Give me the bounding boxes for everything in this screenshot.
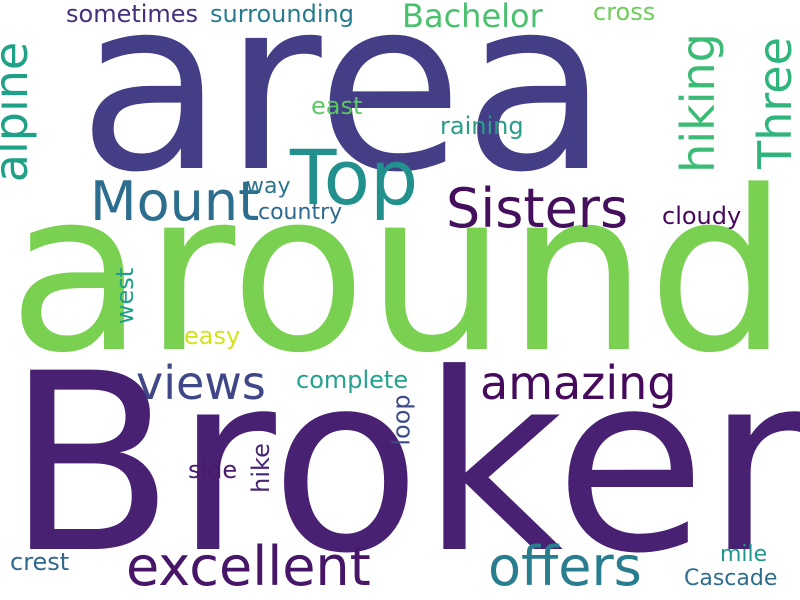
word-west: west xyxy=(111,267,140,325)
word-side: side xyxy=(188,456,238,484)
word-sometimes: sometimes xyxy=(66,0,199,28)
word-offers: offers xyxy=(488,535,642,598)
word-alpine: alpine xyxy=(0,41,39,183)
word-mount: Mount xyxy=(90,170,260,233)
word-excellent: excellent xyxy=(126,535,371,598)
word-broken: Broken xyxy=(6,322,800,600)
word-crest: crest xyxy=(10,548,70,576)
word-mile: mile xyxy=(720,542,768,567)
word-easy: easy xyxy=(184,322,241,350)
word-around: around xyxy=(8,144,789,402)
word-hike: hike xyxy=(246,443,275,493)
word-way: way xyxy=(246,174,291,199)
word-top: Top xyxy=(290,133,419,222)
word-country: country xyxy=(258,200,343,225)
word-hiking: hiking xyxy=(670,33,725,173)
word-loop: loop xyxy=(387,394,416,446)
word-cross: cross xyxy=(593,0,656,26)
word-three: Three xyxy=(747,37,800,169)
word-sisters: Sisters xyxy=(446,177,629,240)
word-views: views xyxy=(136,356,266,410)
word-surrounding: surrounding xyxy=(210,0,354,28)
word-cloudy: cloudy xyxy=(662,202,742,230)
word-east: east xyxy=(311,92,363,120)
word-raining: raining xyxy=(440,112,524,140)
word-area: area xyxy=(78,0,609,225)
word-amazing: amazing xyxy=(480,356,677,410)
word-complete: complete xyxy=(296,366,409,394)
word-cascade: Cascade xyxy=(684,566,778,591)
word-bachelor: Bachelor xyxy=(402,0,543,35)
